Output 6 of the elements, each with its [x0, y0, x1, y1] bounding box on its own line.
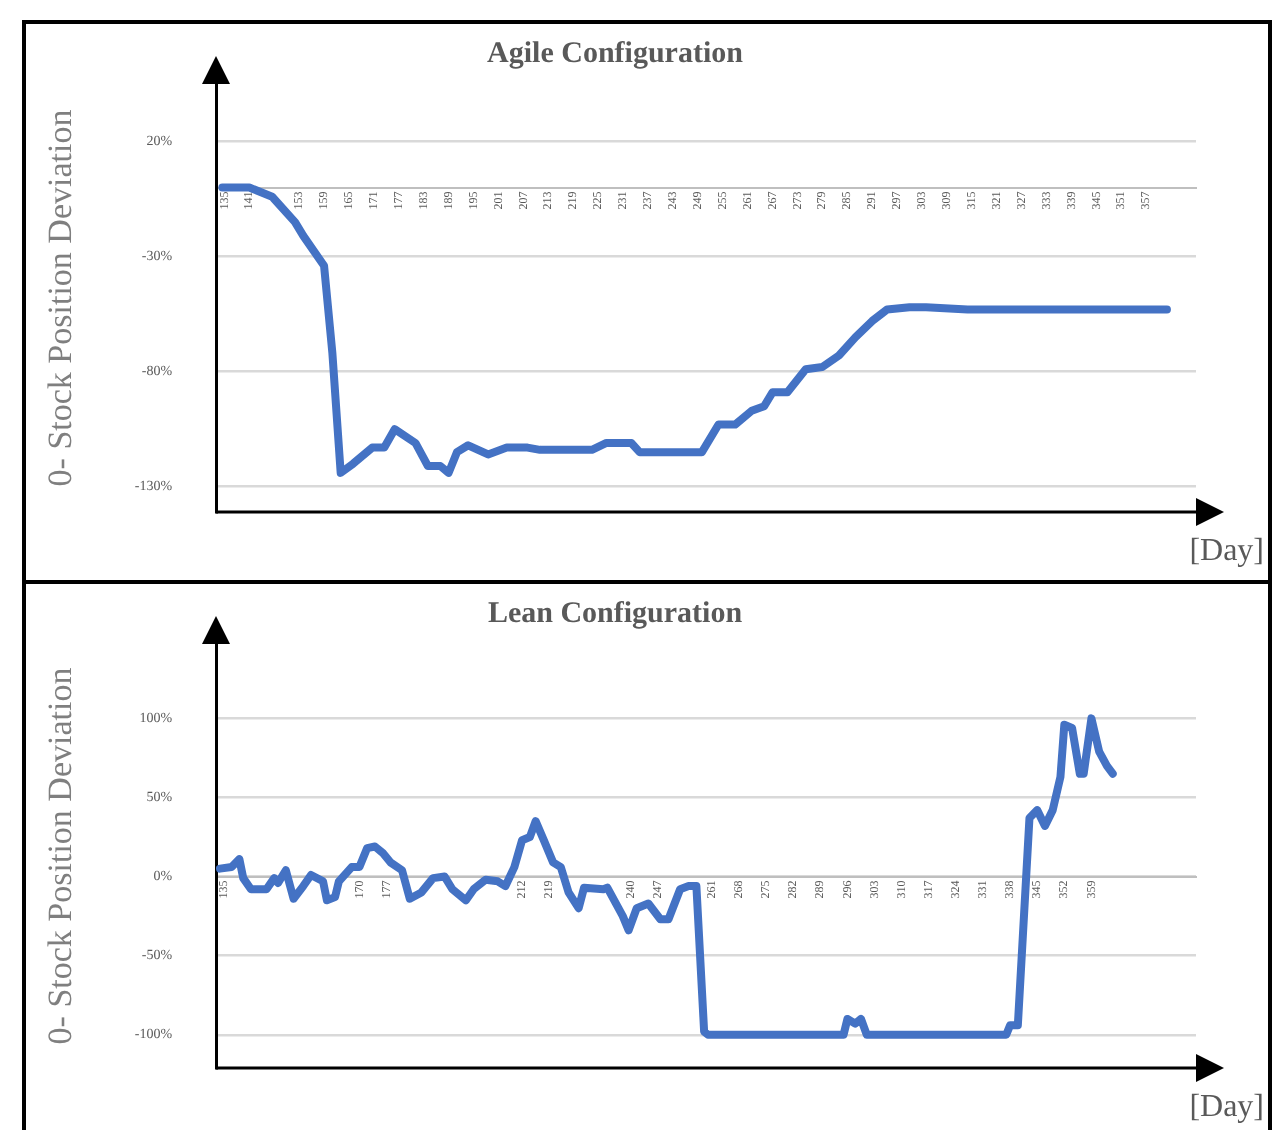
x-axis-title: [Day] — [1189, 1090, 1264, 1125]
y-axis-title: 0- Stock Position Deviation — [41, 666, 80, 1045]
y-axis-title: 0- Stock Position Deviation — [41, 108, 80, 487]
chart-title: Agile Configuration — [487, 37, 745, 70]
chart-title: Lean Configuration — [487, 597, 744, 630]
x-axis-title: [Day] — [1189, 534, 1264, 569]
